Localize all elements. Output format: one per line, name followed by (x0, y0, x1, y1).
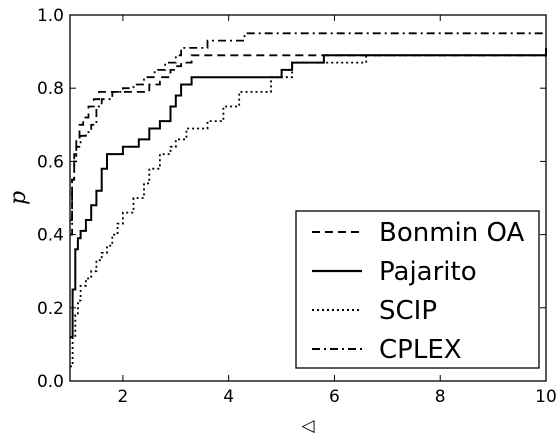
y-tick-label: 1.0 (37, 6, 64, 26)
y-axis-title: p (6, 191, 31, 205)
legend-label-3: CPLEX (379, 335, 462, 365)
legend-label-2: SCIP (379, 296, 437, 326)
series-line-2 (70, 47, 547, 368)
legend-label-0: Bonmin OA (379, 218, 525, 248)
axis-ticks: 2 4 6 8 10 0.0 0.2 0.4 0.6 0.8 1.0 (37, 6, 557, 407)
x-tick-label: 4 (223, 387, 234, 407)
x-tick-label: 2 (117, 387, 128, 407)
legend-label-1: Pajarito (379, 257, 477, 287)
x-axis-title: ◁ (301, 416, 315, 435)
legend: Bonmin OA Pajarito SCIP CPLEX (295, 210, 540, 369)
series-lines (70, 32, 547, 368)
y-tick-label: 0.2 (37, 299, 64, 319)
x-tick-label: 6 (329, 387, 340, 407)
series-line-3 (70, 32, 546, 236)
x-tick-label: 10 (535, 387, 557, 407)
series-line-1 (70, 47, 547, 339)
x-tick-label: 8 (435, 387, 446, 407)
plot-frame (69, 14, 547, 382)
legend-box (295, 210, 540, 369)
y-tick-label: 0.4 (37, 226, 64, 246)
series-line-0 (70, 54, 546, 221)
y-tick-label: 0.8 (37, 79, 64, 99)
y-tick-label: 0.0 (37, 372, 64, 392)
y-tick-label: 0.6 (37, 152, 64, 172)
